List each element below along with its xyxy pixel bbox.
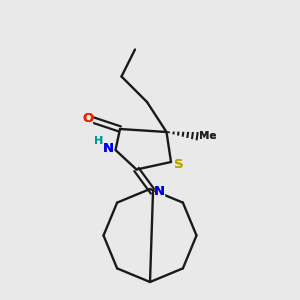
Text: N: N [154,185,165,198]
Text: N: N [102,142,114,155]
Text: N: N [102,142,114,155]
Bar [103,144,113,153]
Text: O: O [82,112,93,125]
Bar [155,187,164,196]
Text: H: H [94,136,103,146]
Bar [174,160,183,169]
Text: Me: Me [199,130,217,141]
Text: O: O [82,112,93,125]
Bar [83,114,92,123]
Text: Me: Me [199,130,217,141]
Text: S: S [174,158,183,171]
Text: S: S [174,158,183,171]
Text: N: N [154,185,165,198]
Text: H: H [94,136,103,146]
Bar [96,138,102,144]
